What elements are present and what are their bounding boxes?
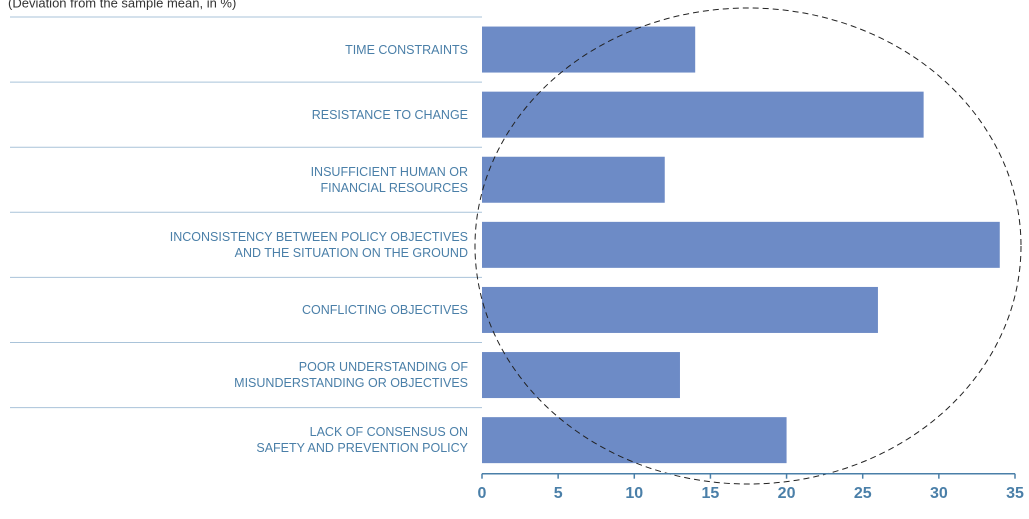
category-label: LACK OF CONSENSUS ON SAFETY AND PREVENTI… [256, 425, 468, 456]
bar [482, 156, 665, 203]
category-label: RESISTANCE TO CHANGE [311, 107, 468, 122]
x-tick-label: 10 [625, 485, 643, 502]
bar [482, 26, 696, 73]
highlight-ellipse [474, 7, 1022, 485]
category-label: TIME CONSTRAINTS [345, 42, 468, 57]
category-label: POOR UNDERSTANDING OF MISUNDERSTANDING O… [234, 360, 468, 391]
x-tick-label: 15 [702, 485, 720, 502]
category-label: INSUFFICIENT HUMAN OR FINANCIAL RESOURCE… [310, 164, 468, 195]
bar [482, 286, 878, 333]
chart-subtitle: (Deviation from the sample mean, in %) [8, 0, 236, 10]
x-tick-label: 25 [854, 485, 872, 502]
bar [482, 352, 680, 399]
x-tick-label: 5 [554, 485, 563, 502]
category-label: INCONSISTENCY BETWEEN POLICY OBJECTIVES … [169, 229, 468, 260]
x-tick-label: 30 [930, 485, 948, 502]
bar [482, 91, 924, 138]
category-label: CONFLICTING OBJECTIVES [302, 302, 468, 317]
x-tick-label: 20 [778, 485, 796, 502]
bar [482, 221, 1000, 268]
x-tick-label: 35 [1006, 485, 1024, 502]
bar [482, 417, 787, 464]
x-tick-label: 0 [478, 485, 487, 502]
